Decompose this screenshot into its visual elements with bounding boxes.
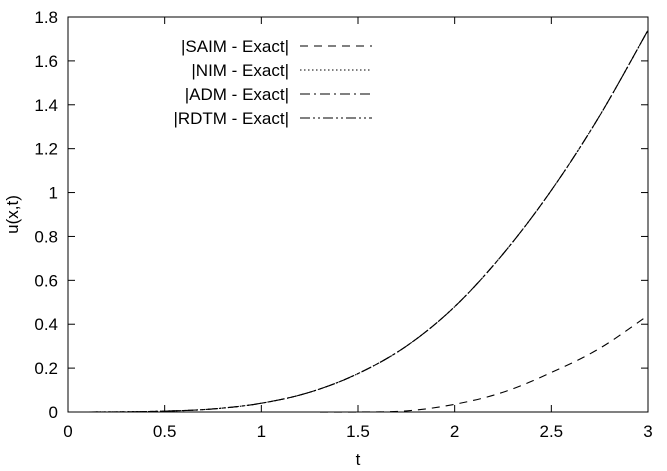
y-tick-label: 1.4 xyxy=(34,96,58,115)
legend: |SAIM - Exact| |NIM - Exact| |ADM - Exact|… xyxy=(173,37,372,128)
x-tick-label: 3 xyxy=(643,422,652,441)
y-tick-label: 1.8 xyxy=(34,8,58,27)
legend-label-1: |SAIM - Exact| xyxy=(181,37,289,56)
x-axis-label: t xyxy=(356,450,361,469)
x-axis: 0 0.5 1 1.5 2 2.5 3 xyxy=(63,17,653,441)
y-tick-label: 0 xyxy=(49,403,58,422)
x-tick-label: 0 xyxy=(63,422,72,441)
y-tick-label: 0.6 xyxy=(34,271,58,290)
y-tick-label: 1.2 xyxy=(34,140,58,159)
x-tick-label: 0.5 xyxy=(153,422,177,441)
legend-label-2: |NIM - Exact| xyxy=(191,61,289,80)
series-line-3 xyxy=(67,29,649,413)
y-tick-label: 1.6 xyxy=(34,52,58,71)
series-line-2 xyxy=(67,29,649,413)
series-line-1 xyxy=(68,314,649,413)
y-tick-label: 0.8 xyxy=(34,227,58,246)
y-tick-label: 0.2 xyxy=(34,359,58,378)
x-tick-label: 1.5 xyxy=(346,422,370,441)
x-tick-label: 2.5 xyxy=(540,422,564,441)
y-tick-label: 0.4 xyxy=(34,315,58,334)
legend-label-3: |ADM - Exact| xyxy=(185,85,289,104)
series-line-4 xyxy=(67,29,649,413)
x-tick-label: 1 xyxy=(257,422,266,441)
plot-frame xyxy=(67,16,649,413)
y-tick-label: 1 xyxy=(49,184,58,203)
plot-lines xyxy=(67,29,649,413)
y-axis-label: u(x,t) xyxy=(3,195,22,234)
x-tick-label: 2 xyxy=(450,422,459,441)
legend-label-4: |RDTM - Exact| xyxy=(173,109,289,128)
y-axis: 0 0.2 0.4 0.6 0.8 1 1.2 1.4 1.6 1.8 xyxy=(34,8,648,422)
